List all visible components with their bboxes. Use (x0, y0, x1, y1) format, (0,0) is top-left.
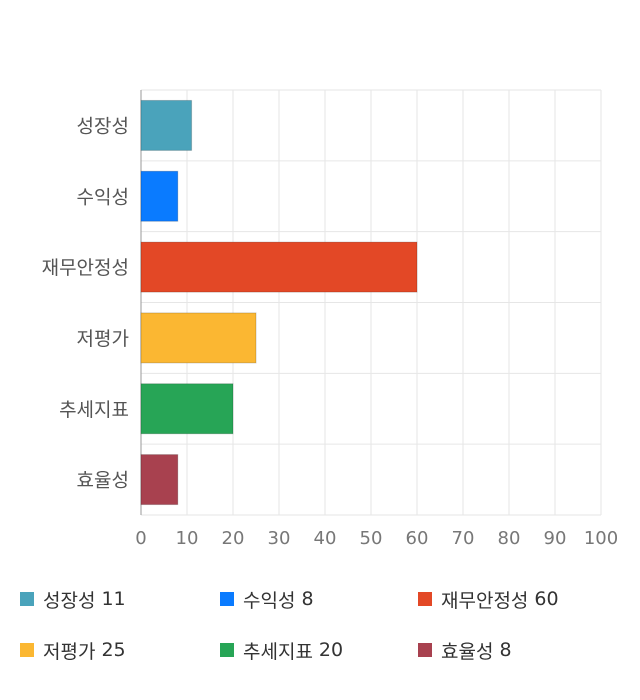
bar-0 (140, 99, 193, 151)
legend-item-efficiency: 효율성 8 (418, 637, 512, 663)
legend-swatch (20, 592, 34, 606)
legend-swatch (418, 643, 432, 657)
bar-1 (140, 170, 179, 222)
legend-label: 효율성 (441, 640, 494, 663)
bar-5 (140, 454, 179, 506)
legend-value: 25 (101, 639, 126, 661)
x-tick-label: 0 (135, 528, 146, 549)
x-tick-label: 20 (222, 528, 245, 549)
legend-item-trend: 추세지표 20 (220, 637, 343, 663)
bar-2 (140, 241, 418, 293)
legend-value: 60 (534, 588, 559, 610)
legend-swatch (418, 592, 432, 606)
x-tick-label: 30 (268, 528, 291, 549)
legend-label: 추세지표 (243, 640, 313, 663)
x-tick-label: 70 (452, 528, 475, 549)
legend-value: 8 (301, 588, 314, 610)
legend-item-profitability: 수익성 8 (220, 586, 314, 612)
legend-value: 8 (499, 639, 512, 661)
legend-value: 11 (101, 588, 126, 610)
legend-item-growth: 성장성 11 (20, 586, 126, 612)
bars (140, 99, 418, 506)
category-label: 재무안정성 (42, 257, 129, 279)
x-tick-label: 90 (544, 528, 567, 549)
legend-label: 수익성 (243, 589, 296, 612)
x-tick-label: 50 (360, 528, 383, 549)
category-label: 효율성 (77, 470, 129, 492)
legend-value: 20 (318, 639, 344, 661)
x-tick-labels: 0 10 20 30 40 50 60 70 80 90 100 (135, 528, 618, 549)
category-label: 성장성 (77, 115, 129, 137)
legend-swatch (20, 643, 34, 657)
bar-4 (140, 383, 234, 435)
legend-swatch (220, 592, 234, 606)
category-label: 추세지표 (59, 399, 129, 421)
legend-label: 재무안정성 (441, 589, 529, 612)
legend-label: 저평가 (43, 640, 96, 663)
legend-item-undervaluation: 저평가 25 (20, 637, 126, 663)
x-tick-label: 10 (176, 528, 199, 549)
legend-swatch (220, 643, 234, 657)
category-label: 저평가 (77, 328, 129, 350)
x-tick-label: 80 (498, 528, 521, 549)
category-label: 수익성 (77, 186, 129, 208)
x-tick-label: 40 (314, 528, 337, 549)
legend: 성장성 11 수익성 8 재무안정성 60 저평가 25 추세지표 20 효율성… (0, 578, 640, 688)
legend-item-financial-stability: 재무안정성 60 (418, 586, 559, 612)
bar-3 (140, 312, 257, 364)
grid-lines (140, 89, 602, 516)
x-tick-label: 100 (584, 528, 618, 549)
legend-label: 성장성 (43, 589, 96, 612)
x-tick-label: 60 (406, 528, 429, 549)
